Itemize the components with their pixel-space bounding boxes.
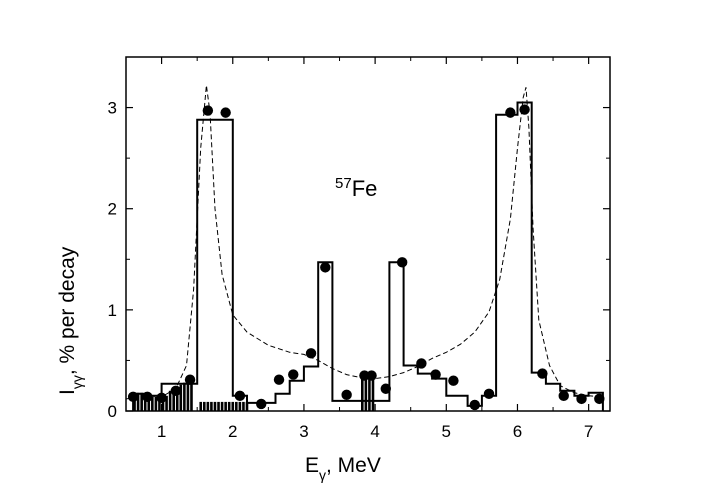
plot-area [125, 85, 605, 411]
data-point [288, 369, 299, 380]
plot-frame [125, 56, 611, 412]
x-axis-label: Eγ, MeV [305, 454, 381, 483]
data-point [256, 398, 267, 410]
x-tick-label: 5 [442, 422, 451, 441]
x-axis-label-rest: , MeV [326, 454, 381, 477]
x-tick-label: 7 [584, 422, 593, 441]
data-point [273, 374, 285, 385]
step-histogram-line [132, 101, 604, 411]
data-point [483, 388, 495, 400]
dashed-curve-line [125, 85, 603, 400]
data-point [341, 389, 352, 401]
data-point [305, 348, 317, 359]
y-tick-label: 1 [108, 301, 117, 320]
y-tick-label: 0 [108, 402, 117, 421]
data-point [448, 375, 459, 386]
x-tick-label: 3 [299, 422, 308, 441]
y-axis-label-main: I [56, 389, 79, 395]
y-axis-label-sub: γγ [69, 375, 85, 389]
isotope-symbol: Fe [352, 176, 378, 201]
y-axis-label-rest: , % per decay [56, 246, 79, 375]
data-point [380, 383, 391, 394]
x-tick-label: 6 [513, 422, 522, 441]
tick-labels: 1 2 3 4 5 6 7 0 1 2 3 [108, 99, 594, 441]
x-tick-label: 1 [157, 422, 166, 441]
axis-ticks [125, 57, 610, 412]
y-tick-label: 2 [108, 200, 117, 219]
data-point [558, 390, 569, 402]
x-tick-label: 4 [370, 422, 379, 441]
isotope-mass-number: 57 [335, 175, 352, 192]
y-tick-label: 3 [108, 99, 117, 118]
x-axis-label-main: E [305, 454, 319, 477]
data-point [220, 107, 231, 118]
x-axis-label-sub: γ [319, 467, 326, 483]
y-axis-label: Iγγ, % per decay [56, 246, 85, 395]
data-point [366, 370, 377, 381]
data-point [320, 262, 331, 273]
data-point [505, 107, 516, 118]
data-point [184, 374, 196, 385]
x-tick-label: 2 [228, 422, 237, 441]
isotope-annotation: 57Fe [335, 175, 377, 202]
